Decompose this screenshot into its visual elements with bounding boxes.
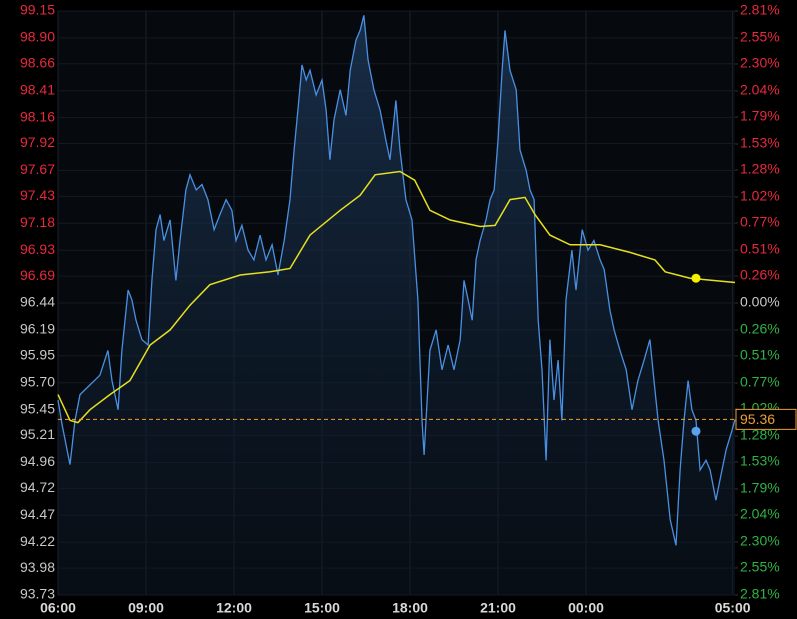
- y2-tick-label: 0.00%: [740, 294, 780, 310]
- last-price-label: 95.36: [740, 411, 775, 427]
- x-tick-label: 15:00: [304, 600, 340, 616]
- y2-tick-label: 0.77%: [740, 214, 780, 230]
- x-tick-label: 05:00: [715, 600, 751, 616]
- y2-tick-label: 2.55%: [740, 29, 780, 45]
- price-area: [58, 15, 735, 596]
- y-tick-label: 97.43: [20, 187, 55, 203]
- y-tick-label: 97.67: [20, 161, 55, 177]
- y2-tick-label: 0.26%: [740, 321, 780, 337]
- y2-tick-label: 2.30%: [740, 55, 780, 71]
- y-tick-label: 98.16: [20, 108, 55, 124]
- y-tick-label: 94.22: [20, 533, 55, 549]
- y2-tick-label: 2.55%: [740, 559, 780, 575]
- y2-tick-label: 0.51%: [740, 241, 780, 257]
- y2-tick-label: 2.81%: [740, 586, 780, 602]
- price-line: [57, 15, 736, 546]
- y-tick-label: 94.47: [20, 506, 55, 522]
- y-tick-label: 95.70: [20, 373, 55, 389]
- y2-tick-label: 0.77%: [740, 374, 780, 390]
- y-tick-label: 95.21: [20, 426, 55, 442]
- y2-tick-label: 0.51%: [740, 347, 780, 363]
- average-line: [57, 170, 736, 424]
- x-tick-label: 00:00: [568, 600, 604, 616]
- x-tick-label: 06:00: [40, 600, 76, 616]
- y-tick-label: 94.72: [20, 479, 55, 495]
- y-tick-label: 98.66: [20, 55, 55, 71]
- x-tick-label: 21:00: [480, 600, 516, 616]
- y-tick-label: 93.73: [20, 586, 55, 602]
- y2-tick-label: 1.79%: [740, 108, 780, 124]
- y-tick-label: 95.95: [20, 347, 55, 363]
- marker: [691, 273, 701, 283]
- y-tick-label: 96.69: [20, 267, 55, 283]
- y2-tick-label: 2.81%: [740, 2, 780, 18]
- y2-tick-label: 1.79%: [740, 480, 780, 496]
- x-tick-label: 12:00: [216, 600, 252, 616]
- y2-tick-label: 0.26%: [740, 267, 780, 283]
- y2-tick-label: 1.28%: [740, 161, 780, 177]
- y-tick-label: 96.44: [20, 294, 55, 310]
- y2-tick-label: 2.04%: [740, 82, 780, 98]
- marker: [691, 426, 701, 436]
- y2-tick-label: 1.53%: [740, 135, 780, 151]
- y2-tick-label: 2.30%: [740, 533, 780, 549]
- y-tick-label: 98.41: [20, 81, 55, 97]
- y-tick-label: 97.18: [20, 214, 55, 230]
- y2-tick-label: 1.28%: [740, 427, 780, 443]
- y-tick-label: 95.45: [20, 400, 55, 416]
- y2-tick-label: 1.53%: [740, 453, 780, 469]
- y-tick-label: 99.15: [20, 2, 55, 18]
- y-tick-label: 97.92: [20, 134, 55, 150]
- x-tick-label: 18:00: [392, 600, 428, 616]
- x-tick-label: 09:00: [128, 600, 164, 616]
- last-price-box: [735, 408, 797, 430]
- y2-tick-label: 2.04%: [740, 506, 780, 522]
- y-tick-label: 98.90: [20, 29, 55, 45]
- y-tick-label: 94.96: [20, 453, 55, 469]
- y-tick-label: 93.98: [20, 559, 55, 575]
- y-tick-label: 96.19: [20, 321, 55, 337]
- y2-tick-label: 1.02%: [740, 188, 780, 204]
- y-tick-label: 96.93: [20, 241, 55, 257]
